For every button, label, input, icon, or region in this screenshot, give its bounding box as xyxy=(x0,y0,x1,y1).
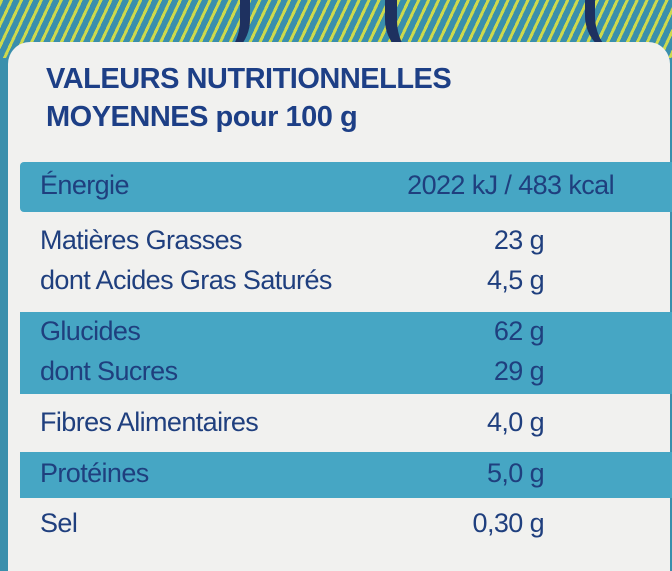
row-value: 4,0 g xyxy=(486,407,545,437)
row-label: dont Sucres xyxy=(40,356,178,386)
row-label: dont Acides Gras Saturés xyxy=(40,265,332,295)
row-value: 62 g xyxy=(493,316,545,346)
row-value: 0,30 g xyxy=(472,508,545,538)
title-line-2: MOYENNES pour 100 g xyxy=(46,101,358,133)
row-value: 29 g xyxy=(493,356,545,386)
row-label: Sel xyxy=(40,508,78,538)
row-label: Énergie xyxy=(40,170,129,200)
illustration-stroke xyxy=(180,0,250,60)
row-value: 23 g xyxy=(493,225,545,255)
title-line-1: VALEURS NUTRITIONNELLES xyxy=(46,63,452,95)
nutrition-title: VALEURS NUTRITIONNELLES MOYENNES pour 10… xyxy=(46,60,452,136)
row-value: 5,0 g xyxy=(486,458,545,488)
row-label: Fibres Alimentaires xyxy=(40,407,259,437)
row-label: Matières Grasses xyxy=(40,225,243,255)
illustration-stroke xyxy=(585,0,655,56)
row-label: Protéines xyxy=(40,458,149,488)
band-carbs xyxy=(20,312,672,394)
row-value: 2022 kJ / 483 kcal xyxy=(407,170,614,200)
row-label: Glucides xyxy=(40,316,141,346)
row-value: 4,5 g xyxy=(486,265,545,295)
band-energy xyxy=(20,162,672,212)
band-protein xyxy=(20,452,672,498)
